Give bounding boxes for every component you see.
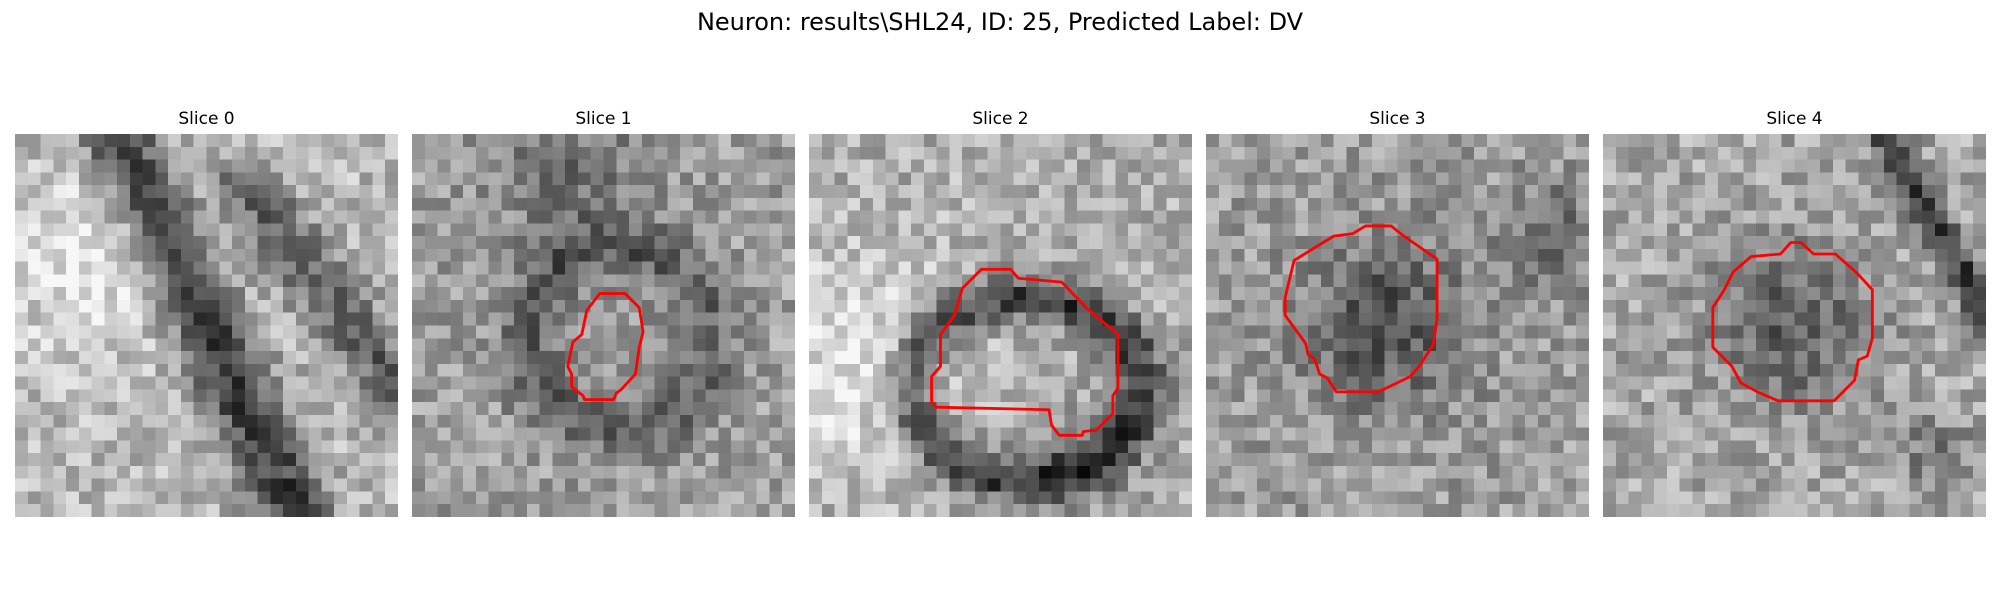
slice-image (412, 134, 795, 517)
slice-title: Slice 4 (1766, 109, 1823, 129)
slice-panel-2: Slice 2 (809, 108, 1192, 517)
slice-panel-4: Slice 4 (1603, 108, 1986, 517)
slice-panel-1: Slice 1 (412, 108, 795, 517)
cell-outline (1711, 241, 1874, 403)
cell-outline (566, 292, 645, 401)
cell-outline (930, 267, 1120, 437)
slice-image (1206, 134, 1589, 517)
slice-image (809, 134, 1192, 517)
slice-title: Slice 2 (972, 109, 1029, 129)
figure-title: Neuron: results\SHL24, ID: 25, Predicted… (696, 8, 1304, 36)
slice-image (15, 134, 398, 517)
cell-outline (1283, 224, 1439, 394)
slice-title: Slice 1 (575, 109, 632, 129)
slice-panel-0: Slice 0 (15, 108, 398, 517)
slice-title: Slice 0 (178, 109, 235, 129)
slice-title: Slice 3 (1369, 109, 1426, 129)
slice-panel-3: Slice 3 (1206, 108, 1589, 517)
slice-image (1603, 134, 1986, 517)
